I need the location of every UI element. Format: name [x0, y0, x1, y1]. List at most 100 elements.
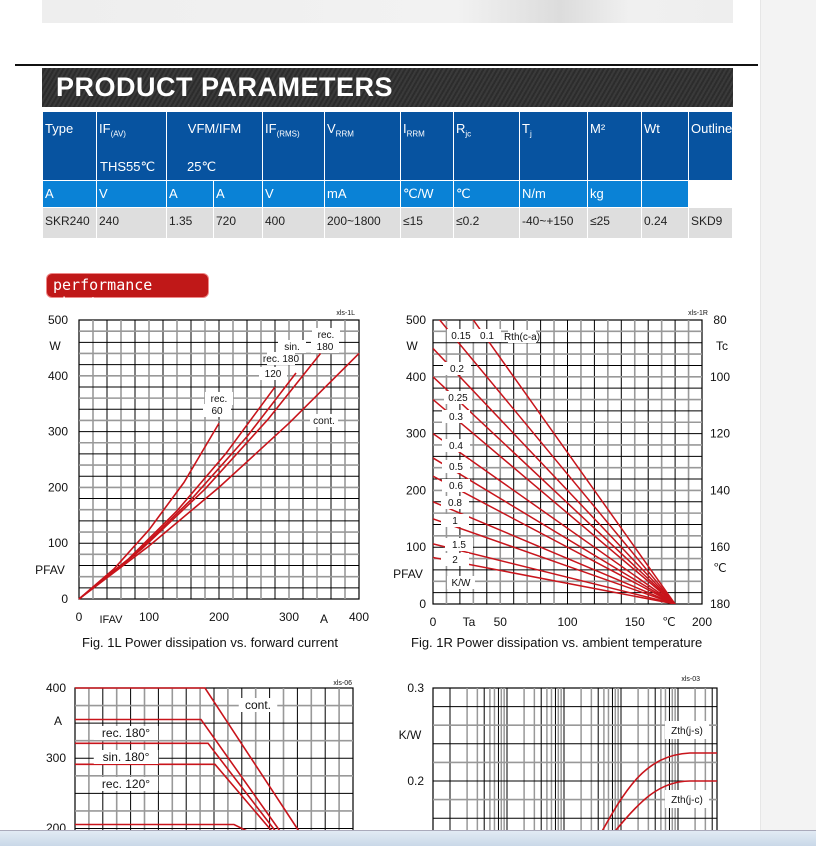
chart-1l-label: rec.: [318, 330, 335, 341]
data-cell: 400: [263, 207, 324, 238]
header-type: Type: [43, 112, 96, 180]
chart-1l-caption: Fig. 1L Power dissipation vs. forward cu…: [82, 635, 339, 650]
unit-cell: kg: [588, 180, 641, 207]
chart-1r-y2-tick: 120: [710, 427, 730, 441]
chart-1r-series-label-bg: [441, 553, 469, 566]
chart-1r-y-tick: 300: [406, 427, 426, 441]
chart-1l-label-bg: [267, 352, 295, 365]
chart-1l-y-tick: 400: [48, 369, 68, 383]
chart-1l-x-tick: 400: [349, 610, 369, 624]
chart-1r-legend-unit: K/W: [452, 578, 471, 589]
chart-1l-label-bg: [259, 367, 287, 380]
chart-1r-y2-tick: 180: [710, 597, 730, 611]
chart-06-series-label: rec. 180°: [102, 726, 150, 740]
header-row: Type IF(AV) THS55℃ VFM/IFM 25℃ IF(RMS) VRR…: [43, 112, 732, 180]
chart-1r-caption: Fig. 1R Power dissipation vs. ambient te…: [411, 635, 703, 650]
chart-1r-series-line: [433, 432, 676, 604]
chart-06-label-bg: [93, 750, 159, 764]
chart-1r-series-line: [433, 398, 676, 604]
chart-1l-label: 120: [265, 369, 282, 380]
chart-06-series-label: cont.: [245, 698, 271, 712]
chart-1r-x-label: Ta: [463, 615, 476, 629]
chart-1r-y2-tick: 100: [710, 370, 730, 384]
unit-cell: A: [43, 180, 96, 207]
data-cell: 0.24: [642, 207, 688, 238]
chart-1r-y2-tick: 80: [713, 313, 727, 327]
chart-1r-series-line: [433, 518, 676, 604]
chart-03-series-label: Zth(j-s): [671, 726, 703, 737]
header-wt: Wt: [642, 112, 688, 180]
chart-1r-y2-label: Tc: [716, 339, 728, 353]
chart-1r-y-label: PFAV: [393, 567, 423, 581]
chart-1l-x-unit: A: [320, 612, 328, 626]
chart-1r-x-unit: ℃: [662, 615, 675, 629]
chart-06-label-bg: [93, 726, 159, 740]
data-cell: 200~1800: [325, 207, 400, 238]
data-cell: 720: [214, 207, 262, 238]
chart-1r-series-line: [438, 320, 676, 604]
chart-1l-x-tick: 200: [209, 610, 229, 624]
chart-1l-label: sin.: [284, 342, 300, 353]
chart-1r-series-label-bg: [441, 514, 469, 527]
header-vrrm: VRRM: [325, 112, 400, 180]
chart-1r-series-label-bg: [442, 439, 470, 452]
chart-1l-series-line: [78, 422, 220, 600]
taskbar: [0, 830, 816, 846]
chart-1l-label-bg: [312, 328, 340, 341]
table-row: SKR240 240 1.35 720 400 200~1800 ≤15 ≤0.2 -40~+1…: [43, 207, 732, 238]
header-rjc: Rjc: [454, 112, 519, 180]
chart-1r-series-label: 1.5: [452, 540, 466, 551]
unit-cell: [642, 180, 688, 207]
chart-03-y-tick: 0.3: [407, 681, 424, 695]
chart-1r-series-label-bg: [442, 479, 470, 492]
chart-1l-label: 180: [317, 342, 334, 353]
chart-1r-y2-tick: 140: [710, 483, 730, 497]
chart-1l-x-tick: 0: [76, 610, 83, 624]
chart-03-y-tick: 0.2: [407, 774, 424, 788]
header-irrm: IRRM: [401, 112, 453, 180]
chart-1r-y-tick: 100: [406, 540, 426, 554]
chart-1r-series-label: 0.6: [449, 481, 463, 492]
chart-1r-y-tick: 200: [406, 483, 426, 497]
chart-1l-series-line: [78, 352, 360, 600]
chart-1l-label: cont.: [313, 416, 335, 427]
chart-1l-x-tick: 100: [139, 610, 159, 624]
chart-1r-series-label: 0.2: [450, 364, 464, 375]
unit-cell: N/m: [520, 180, 587, 207]
chart-1r-y2-tick: 160: [710, 540, 730, 554]
divider: [15, 64, 758, 66]
chart-03-series-label: Zth(j-c): [671, 795, 703, 806]
chart-03-series-line: [599, 752, 717, 836]
chart-1r-series-label-bg: [442, 410, 470, 423]
chart-1r-x-tick: 50: [494, 615, 508, 629]
unit-cell: mA: [325, 180, 400, 207]
chart-1r-series-line: [433, 475, 676, 604]
chart-1l-y-unit: W: [49, 339, 61, 353]
chart-1l-y-tick: 300: [48, 425, 68, 439]
chart-1r-series-label: 0.15: [451, 331, 471, 342]
top-banner-image: [42, 0, 733, 23]
chart-1r-series-label-bg: [445, 538, 473, 551]
data-cell: 240: [97, 207, 166, 238]
chart-1r-series-label-bg: [447, 329, 475, 342]
chart-1r-legend-title: Rth(c-a): [504, 332, 540, 343]
chart-1r-series-line: [433, 556, 676, 604]
chart-06-series-label: sin. 180°: [103, 750, 150, 764]
chart-1l-y-tick: 100: [48, 536, 68, 550]
chart-03-y-unit: K/W: [399, 728, 422, 742]
data-cell: ≤0.2: [454, 207, 519, 238]
chart-1l-label: rec.: [211, 394, 228, 405]
chart-06-y-tick: 400: [46, 681, 66, 695]
chart-1r-series-label-bg: [443, 362, 471, 375]
chart-06-id: xls-06: [333, 680, 352, 687]
data-cell: ≤15: [401, 207, 453, 238]
chart-06-series-line: [75, 763, 285, 846]
header-vfm-ifm: VFM/IFM 25℃: [167, 112, 262, 180]
chart-1r-series-line: [433, 457, 676, 604]
unit-cell: V: [97, 180, 166, 207]
chart-1r-series-label: 0.1: [480, 331, 494, 342]
data-cell: -40~+150: [520, 207, 587, 238]
chart-1r-series-label-bg: [473, 329, 501, 342]
chart-1l-label: rec. 180: [263, 354, 300, 365]
